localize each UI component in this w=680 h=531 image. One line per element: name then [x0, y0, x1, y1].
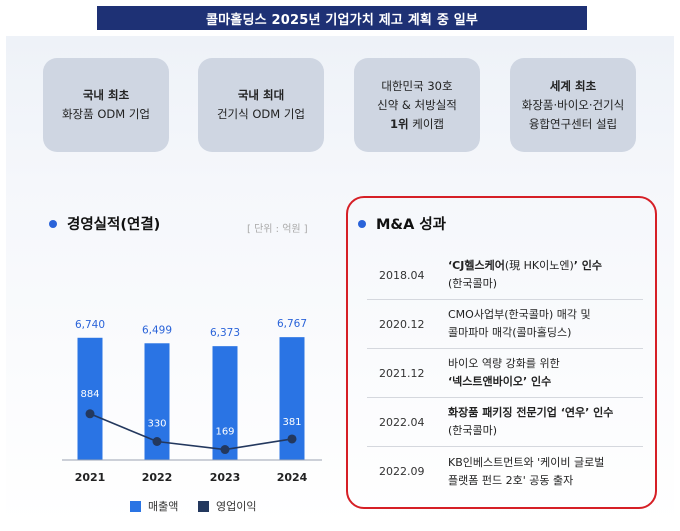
legend-operating-profit: 영업이익	[198, 498, 256, 514]
x-tick-label: 2022	[142, 471, 173, 484]
sales-bar-2023	[212, 346, 238, 460]
ma-text: CMO사업부(한국콜마) 매각 및	[448, 308, 591, 321]
highlight-card-health-odm: 국내 최대 건기식 ODM 기업	[198, 58, 324, 152]
ma-description-line: (한국콜마)	[448, 275, 602, 293]
operating-profit-value-label: 381	[282, 417, 301, 428]
ma-text: (한국콜마)	[448, 424, 498, 437]
sales-value-label: 6,767	[277, 318, 307, 330]
ma-emphasis-text: 화장품 패키징 전문기업 ‘연우’ 인수	[448, 406, 614, 419]
bullet-dot-icon	[49, 219, 57, 228]
ma-description-line: KB인베스트먼트와 '케이비 글로벌	[448, 454, 604, 472]
ma-heading: M&A 성과	[358, 213, 446, 234]
ma-description: 화장품 패키징 전문기업 ‘연우’ 인수 (한국콜마)	[448, 404, 613, 440]
ma-date: 2018.04	[379, 268, 425, 282]
card-text-tail: 케이캡	[408, 116, 444, 131]
sales-value-label: 6,373	[210, 327, 240, 339]
ma-panel	[346, 196, 657, 509]
ma-description-line: (한국콜마)	[448, 422, 613, 440]
card-text: 화장품 ODM 기업	[61, 107, 151, 121]
operating-profit-point	[287, 434, 297, 444]
sales-bar-2021	[77, 337, 103, 460]
card-heading: 국내 최대	[237, 88, 285, 102]
ma-item: 2022.04 화장품 패키징 전문기업 ‘연우’ 인수 (한국콜마)	[367, 398, 643, 447]
card-text: 융합연구센터 설립	[528, 116, 618, 131]
ma-title: M&A 성과	[376, 217, 447, 233]
operating-profit-point	[152, 437, 162, 446]
highlight-card-research-center: 세계 최초 화장품·바이오·건기식 융합연구센터 설립	[510, 58, 636, 152]
ma-text: KB인베스트먼트와 '케이비 글로벌	[448, 455, 605, 469]
bullet-dot-icon	[358, 219, 366, 228]
ma-date: 2021.12	[379, 366, 425, 380]
ma-description: ‘CJ헬스케어(現 HK이노엔)’ 인수 (한국콜마)	[448, 257, 602, 293]
legend-sales: 매출액	[130, 498, 178, 514]
legend-label-operating-profit: 영업이익	[216, 500, 257, 513]
x-tick-label: 2023	[210, 471, 241, 484]
ma-description-line: 콜마파마 매각(콜마홀딩스)	[448, 324, 591, 342]
operating-profit-value-label: 330	[147, 419, 166, 430]
legend-swatch-sales	[130, 500, 141, 512]
ma-description-line: ‘CJ헬스케어(現 HK이노엔)’ 인수	[448, 257, 602, 275]
ma-text: 콜마파마 매각(콜마홀딩스)	[448, 326, 572, 339]
operating-profit-value-label: 169	[215, 427, 234, 438]
card-heading: 세계 최초	[549, 78, 597, 93]
ma-date: 2022.04	[379, 415, 425, 429]
ma-text: 바이오 역량 강화를 위한	[448, 357, 560, 370]
ma-item: 2021.12 바이오 역량 강화를 위한 ‘넥스트앤바이오’ 인수	[367, 349, 643, 398]
ma-text: (現 HK이노엔)	[504, 259, 574, 272]
performance-title: 경영실적(연결)	[67, 217, 161, 233]
operating-profit-line	[89, 413, 293, 451]
ma-emphasis-text: ‘CJ헬스케어	[448, 259, 505, 272]
ma-text: (한국콜마)	[448, 277, 498, 290]
x-tick-label: 2024	[277, 471, 308, 484]
card-heading: 국내 최초	[82, 88, 130, 102]
ma-description: 바이오 역량 강화를 위한 ‘넥스트앤바이오’ 인수	[448, 355, 560, 391]
operating-profit-point	[85, 409, 95, 419]
card-text: 신약 & 처방실적	[377, 97, 457, 112]
ma-emphasis-text: ‘넥스트앤바이오’ 인수	[448, 375, 552, 388]
performance-heading: 경영실적(연결)	[49, 213, 160, 234]
operating-profit-point	[220, 445, 230, 455]
sales-value-label: 6,499	[142, 324, 172, 336]
ma-description-line: 플랫폼 펀드 2호' 공동 출자	[448, 472, 604, 490]
ma-date: 2022.09	[379, 465, 425, 478]
sales-value-label: 6,740	[75, 319, 105, 331]
legend-label-sales: 매출액	[148, 500, 179, 513]
ma-item: 2018.04 ‘CJ헬스케어(現 HK이노엔)’ 인수 (한국콜마)	[367, 251, 643, 300]
card-text: 대한민국 30호	[381, 78, 453, 93]
ma-description-line: ‘넥스트앤바이오’ 인수	[448, 373, 560, 391]
ma-emphasis-text: ’ 인수	[573, 259, 603, 272]
highlight-card-cosmetics-odm: 국내 최초 화장품 ODM 기업	[43, 58, 169, 152]
unit-label: [ 단위 : 억원 ]	[247, 224, 308, 235]
ma-description-line: 화장품 패키징 전문기업 ‘연우’ 인수	[448, 404, 613, 422]
card-highlight: 1위	[390, 116, 409, 131]
x-tick-label: 2021	[75, 471, 106, 484]
card-text: 화장품·바이오·건기식	[521, 97, 625, 112]
card-text: 건기식 ODM 기업	[216, 107, 306, 121]
legend-swatch-operating-profit	[198, 500, 209, 512]
ma-description-line: 바이오 역량 강화를 위한	[448, 355, 560, 373]
highlight-card-new-drug: 대한민국 30호 신약 & 처방실적 1위 케이캡	[354, 58, 480, 152]
operating-profit-value-label: 884	[80, 389, 99, 400]
card-text: 1위 케이캡	[390, 115, 444, 134]
ma-description-line: CMO사업부(한국콜마) 매각 및	[448, 306, 591, 324]
page-title: 콜마홀딩스 2025년 기업가치 제고 계획 중 일부	[97, 6, 587, 30]
ma-text: 플랫폼 펀드 2호' 공동 출자	[448, 473, 574, 487]
ma-date: 2020.12	[379, 317, 425, 331]
